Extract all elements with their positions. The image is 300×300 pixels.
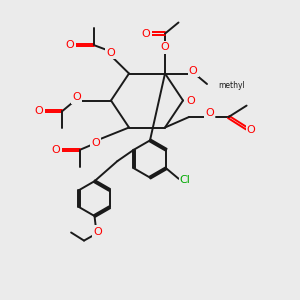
Text: O: O	[160, 42, 169, 52]
Text: O: O	[72, 92, 81, 103]
Text: O: O	[142, 28, 151, 39]
Text: methyl: methyl	[218, 81, 245, 90]
Text: O: O	[189, 65, 198, 76]
Text: O: O	[34, 106, 43, 116]
Text: O: O	[186, 95, 195, 106]
Text: O: O	[205, 107, 214, 118]
Text: O: O	[247, 125, 256, 135]
Text: Cl: Cl	[180, 175, 191, 185]
Text: O: O	[52, 145, 61, 155]
Text: O: O	[106, 48, 116, 58]
Text: O: O	[93, 226, 102, 237]
Text: O: O	[66, 40, 75, 50]
Text: O: O	[91, 137, 100, 148]
